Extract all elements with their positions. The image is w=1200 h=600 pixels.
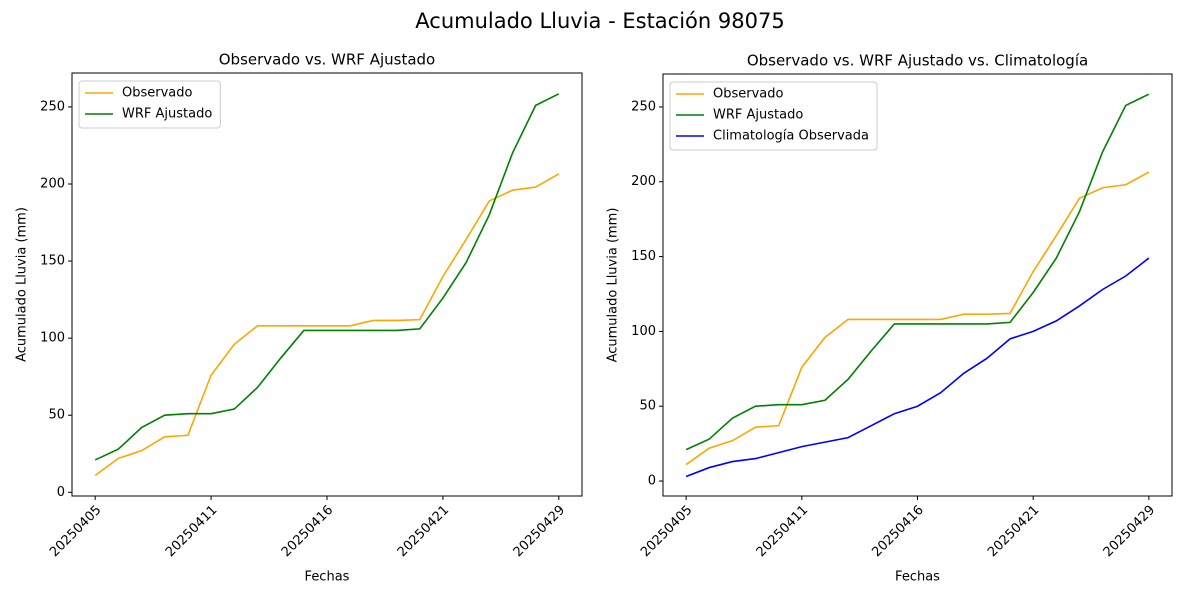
y-tick-label: 0: [648, 474, 656, 489]
series-line: [94, 173, 560, 476]
panel: Observado vs. WRF Ajustado vs. Climatolo…: [606, 52, 1173, 585]
panel: Observado vs. WRF Ajustado 0 50 100 150 200 25…: [15, 51, 583, 585]
panel-title: Observado vs. WRF Ajustado vs. Climatolo…: [747, 52, 1088, 70]
x-tick-label: 20250421: [985, 503, 1042, 560]
y-tick-label: 50: [639, 399, 656, 414]
series-line: [685, 171, 1150, 466]
x-tick-label: 20250411: [754, 503, 811, 560]
y-tick-label: 250: [631, 99, 656, 114]
y-tick-label: 150: [631, 249, 656, 264]
y-axis-label: Acumulado Lluvia (mm): [606, 208, 621, 363]
legend-label: Observado: [122, 86, 193, 101]
legend-frame: [669, 81, 878, 151]
x-tick-label: 20250405: [638, 503, 695, 560]
axes-frame: [662, 73, 1173, 497]
legend-label: Climatología Observada: [713, 129, 869, 144]
y-tick-label: 100: [40, 331, 65, 346]
x-tick-label: 20250416: [279, 503, 336, 560]
y-tick-label: 250: [40, 99, 65, 114]
y-tick-label: 200: [40, 176, 65, 191]
figure-title: Acumulado Lluvia - Estación 98075: [415, 9, 784, 33]
panel-title: Observado vs. WRF Ajustado: [219, 51, 435, 69]
x-tick-label: 20250429: [511, 503, 568, 560]
y-axis-label: Acumulado Lluvia (mm): [15, 207, 30, 362]
legend-label: WRF Ajustado: [122, 107, 212, 122]
x-axis-label: Fechas: [895, 570, 940, 585]
series-line: [685, 93, 1150, 451]
series-line: [94, 93, 560, 461]
x-tick-label: 20250421: [395, 503, 452, 560]
x-tick-label: 20250429: [1101, 503, 1158, 560]
legend-label: Observado: [713, 87, 784, 102]
legend: Observado WRF Ajustado Climatología Observ…: [669, 81, 878, 151]
y-tick-label: 50: [48, 408, 65, 423]
x-tick-label: 20250416: [869, 503, 926, 560]
y-tick-label: 200: [631, 174, 656, 189]
legend-label: WRF Ajustado: [713, 108, 803, 123]
x-tick-label: 20250405: [47, 503, 104, 560]
legend: Observado WRF Ajustado: [78, 80, 221, 129]
axes-frame: [71, 72, 583, 497]
series-line: [685, 257, 1150, 478]
x-axis-label: Fechas: [305, 570, 350, 585]
x-tick-label: 20250411: [163, 503, 220, 560]
legend-frame: [78, 80, 221, 129]
y-tick-label: 150: [40, 254, 65, 269]
y-tick-label: 100: [631, 324, 656, 339]
y-tick-label: 0: [57, 485, 65, 500]
